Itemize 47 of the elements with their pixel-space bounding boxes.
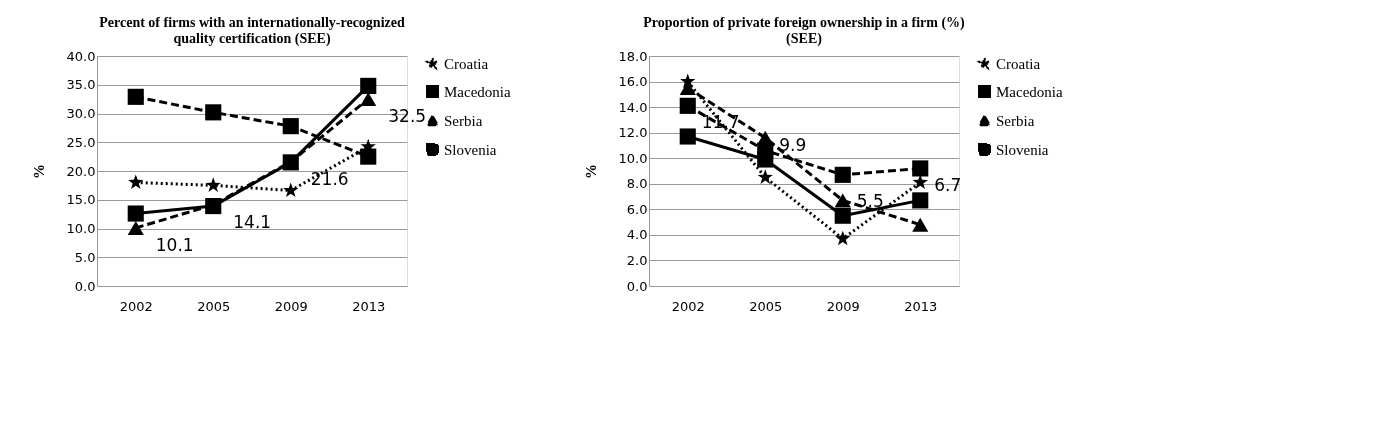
legend-label: Slovenia	[444, 141, 497, 158]
y-tick-label: 14.0	[618, 99, 648, 115]
legend-label: Croatia	[996, 55, 1041, 72]
x-tick-label: 2009	[826, 298, 860, 314]
y-tick-label: 10.0	[618, 150, 648, 166]
y-tick-label: 5.0	[74, 249, 96, 265]
legend-label: Macedonia	[444, 83, 511, 100]
y-tick-label: 6.0	[626, 201, 648, 217]
y-tick-label: 35.0	[66, 77, 96, 93]
text: (SEE)	[786, 31, 822, 46]
data-label: 9.9	[779, 134, 807, 155]
x-tick-label: 2005	[749, 298, 783, 314]
legend-label: Macedonia	[996, 83, 1063, 100]
y-tick-label: 30.0	[66, 106, 96, 121]
y-axis-title: %	[30, 164, 47, 179]
x-tick-label: 2002	[671, 298, 705, 314]
y-tick-label: 2.0	[626, 252, 648, 268]
data-label: 6.7	[934, 175, 962, 196]
y-tick-label: 12.0	[618, 125, 648, 141]
text: Proportion of private foreign ownership in a firm (%)	[643, 15, 965, 30]
y-tick-label: 40.0	[66, 48, 96, 64]
y-tick-label: 16.0	[618, 74, 648, 90]
legend-label: Slovenia	[996, 141, 1049, 158]
x-tick-label: 2013	[904, 298, 938, 314]
text: quality certification (SEE)	[173, 31, 331, 46]
data-label: 10.1	[155, 234, 194, 255]
y-tick-label: 8.0	[626, 176, 648, 192]
y-tick-label: 15.0	[66, 192, 96, 208]
y-tick-label: 18.0	[618, 48, 648, 64]
y-tick-label: 25.0	[66, 134, 96, 150]
x-tick-label: 2002	[119, 298, 153, 314]
data-label: 32.5	[388, 106, 427, 127]
x-tick-label: 2013	[352, 298, 386, 314]
text: Percent of firms with an internationally-recognized	[99, 15, 405, 30]
data-label: 21.6	[310, 168, 349, 189]
y-tick-label: 0.0	[74, 278, 96, 294]
legend-label: Croatia	[444, 55, 489, 72]
y-axis-title: %	[582, 164, 599, 179]
x-tick-label: 2005	[197, 298, 231, 314]
legend-label: Serbia	[996, 112, 1035, 129]
data-label: 14.1	[233, 211, 272, 232]
legend-label: Serbia	[444, 112, 483, 129]
x-tick-label: 2009	[274, 298, 308, 314]
y-tick-label: 10.0	[66, 221, 96, 236]
y-tick-label: 4.0	[626, 227, 648, 243]
y-tick-label: 20.0	[66, 163, 96, 179]
y-tick-label: 0.0	[626, 278, 648, 294]
